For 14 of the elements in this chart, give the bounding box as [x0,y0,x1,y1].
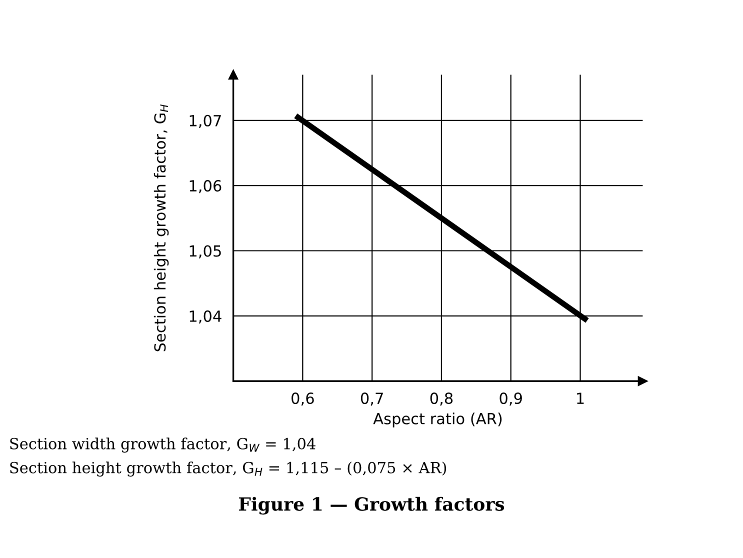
text: Section width growth factor, G$_{W}$ = 1,04 [10,438,316,453]
x-tick-label: 0,8 [430,392,453,406]
text: Figure 1 — Growth factors [239,496,504,515]
y-tick-label: 1,05 [190,245,221,258]
y-tick-label: 1,07 [190,114,221,128]
x-axis-title: Aspect ratio (AR) [373,412,502,428]
y-tick-label: 1,04 [190,310,222,324]
x-tick-label: 1 [577,392,584,404]
y-tick-label: 1,06 [190,180,222,194]
x-tick-label: 0,6 [292,392,314,406]
text: Section height growth factor, G$_{H}$ = 1,115 – (0,075 × AR) [10,462,446,477]
y-axis-title: Section height growth factor, G$_{H}$ [154,104,169,352]
x-tick-label: 0,7 [360,392,383,406]
x-tick-label: 0,9 [500,392,522,406]
